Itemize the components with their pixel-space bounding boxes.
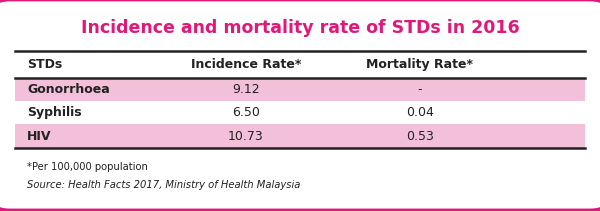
Text: -: -	[418, 83, 422, 96]
Text: Incidence Rate*: Incidence Rate*	[191, 58, 301, 71]
Text: 10.73: 10.73	[228, 130, 264, 143]
Text: 0.53: 0.53	[406, 130, 434, 143]
Text: STDs: STDs	[27, 58, 62, 71]
Text: HIV: HIV	[27, 130, 52, 143]
Text: Gonorrhoea: Gonorrhoea	[27, 83, 110, 96]
Bar	[15, 78, 585, 101]
Bar	[15, 101, 585, 124]
Text: 6.50: 6.50	[232, 106, 260, 119]
Text: Source: Health Facts 2017, Ministry of Health Malaysia: Source: Health Facts 2017, Ministry of H…	[27, 180, 301, 190]
Text: Syphilis: Syphilis	[27, 106, 82, 119]
Text: 9.12: 9.12	[232, 83, 260, 96]
Text: Mortality Rate*: Mortality Rate*	[367, 58, 473, 71]
Text: Incidence and mortality rate of STDs in 2016: Incidence and mortality rate of STDs in …	[80, 19, 520, 38]
Bar	[15, 124, 585, 148]
Text: 0.04: 0.04	[406, 106, 434, 119]
Text: *Per 100,000 population: *Per 100,000 population	[27, 162, 148, 172]
